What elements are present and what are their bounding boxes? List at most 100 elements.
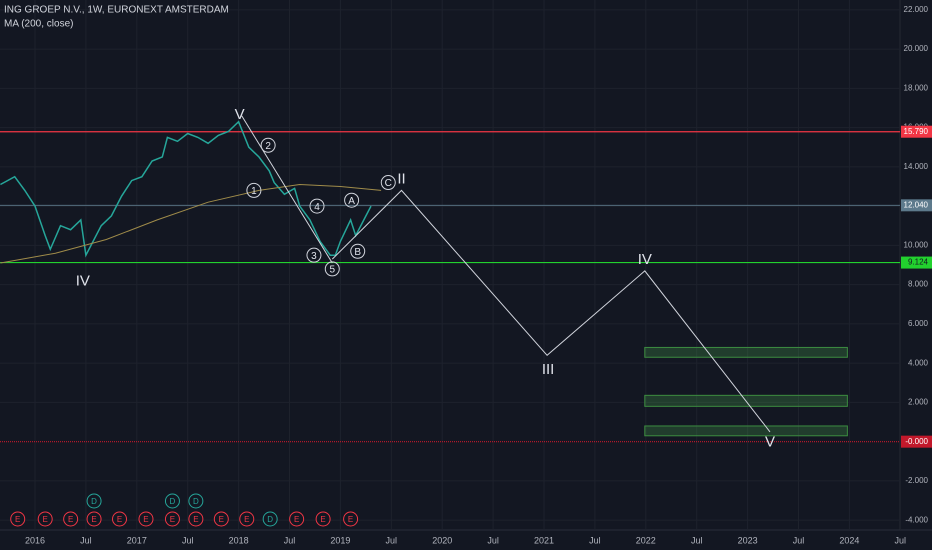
event-marker (315, 511, 331, 527)
price-badge (901, 125, 932, 138)
wave-circle (380, 175, 396, 191)
event-marker (63, 511, 79, 527)
event-label: D (193, 497, 199, 506)
event-marker (164, 493, 180, 509)
event-marker (239, 511, 255, 527)
x-tick-label: Jul (80, 535, 92, 545)
x-tick-label: 2023 (738, 535, 758, 545)
wave-label: IV (638, 251, 652, 268)
price-badge (901, 199, 932, 212)
event-marker (86, 511, 102, 527)
wave-label: V (235, 106, 245, 123)
wave-circle (309, 198, 325, 214)
event-label: E (193, 515, 198, 524)
wave-label: 4 (314, 202, 320, 213)
event-label: D (267, 515, 273, 524)
x-tick-label: Jul (793, 535, 805, 545)
y-tick-label: 18.000 (904, 83, 929, 92)
price-badge (901, 256, 932, 269)
event-marker (289, 511, 305, 527)
y-tick-label: 4.000 (908, 358, 929, 367)
event-marker (343, 511, 359, 527)
wave-label: C (385, 178, 392, 189)
event-marker (188, 493, 204, 509)
y-tick-label: 6.000 (908, 319, 929, 328)
wave-circle (350, 243, 366, 259)
wave-circle (306, 247, 322, 263)
event-marker (138, 511, 154, 527)
x-tick-label: 2022 (636, 535, 656, 545)
event-label: E (244, 515, 249, 524)
price-badge-label: -0.000 (905, 437, 928, 446)
wave-circle (344, 192, 360, 208)
ma-line (0, 183, 382, 264)
x-tick-label: Jul (487, 535, 499, 545)
x-tick-label: Jul (182, 535, 194, 545)
wave-label: V (765, 434, 775, 451)
event-label: D (170, 497, 176, 506)
x-tick-label: Jul (589, 535, 601, 545)
target-zone (644, 425, 848, 437)
event-label: E (294, 515, 299, 524)
x-tick-label: Jul (895, 535, 907, 545)
x-tick-label: 2018 (229, 535, 249, 545)
event-marker (86, 493, 102, 509)
event-label: E (43, 515, 48, 524)
price-badge (901, 435, 932, 448)
event-label: E (170, 515, 175, 524)
indicator-label: MA (200, close) (4, 19, 73, 30)
y-tick-label: -2.000 (905, 476, 928, 485)
y-tick-label: 20.000 (904, 44, 929, 53)
x-tick-label: 2017 (127, 535, 147, 545)
x-tick-label: Jul (284, 535, 296, 545)
event-marker (37, 511, 53, 527)
event-label: E (348, 515, 353, 524)
wave-label: 5 (329, 265, 335, 276)
chart-title: ING GROEP N.V., 1W, EURONEXT AMSTERDAM (4, 5, 229, 16)
x-tick-label: 2021 (534, 535, 554, 545)
wave-label: IV (76, 273, 90, 290)
price-badge-label: 12.040 (904, 200, 929, 209)
event-label: E (143, 515, 148, 524)
x-tick-label: Jul (386, 535, 398, 545)
event-marker (164, 511, 180, 527)
event-label: E (117, 515, 122, 524)
wave-label: 3 (311, 251, 317, 262)
y-tick-label: 10.000 (904, 240, 929, 249)
y-tick-label: 8.000 (908, 280, 929, 289)
price-line (0, 120, 372, 258)
wave-label: B (354, 247, 361, 258)
x-tick-label: Jul (691, 535, 703, 545)
wave-label: 2 (265, 141, 271, 152)
event-label: E (15, 515, 20, 524)
wave-circle (324, 261, 340, 277)
target-zone (644, 346, 848, 358)
event-marker (188, 511, 204, 527)
x-tick-label: 2024 (839, 535, 859, 545)
price-badge-label: 15.790 (904, 127, 929, 136)
event-label: D (91, 497, 97, 506)
y-tick-label: 22.000 (904, 5, 929, 14)
wave-label: III (542, 361, 555, 378)
x-tick-label: 2019 (330, 535, 350, 545)
x-tick-label: 2016 (25, 535, 45, 545)
wave-circle (246, 182, 262, 198)
event-marker (10, 511, 26, 527)
wave-line (331, 189, 771, 433)
wave-circle (260, 137, 276, 153)
event-marker (213, 511, 229, 527)
wave-label: A (348, 196, 355, 207)
event-label: E (91, 515, 96, 524)
grid (0, 0, 901, 530)
wave-label: II (397, 171, 405, 188)
wave-label: 1 (251, 186, 257, 197)
y-tick-label: 14.000 (904, 162, 929, 171)
event-label: E (219, 515, 224, 524)
wave-line (241, 115, 333, 264)
x-tick-label: 2020 (432, 535, 452, 545)
event-label: E (320, 515, 325, 524)
